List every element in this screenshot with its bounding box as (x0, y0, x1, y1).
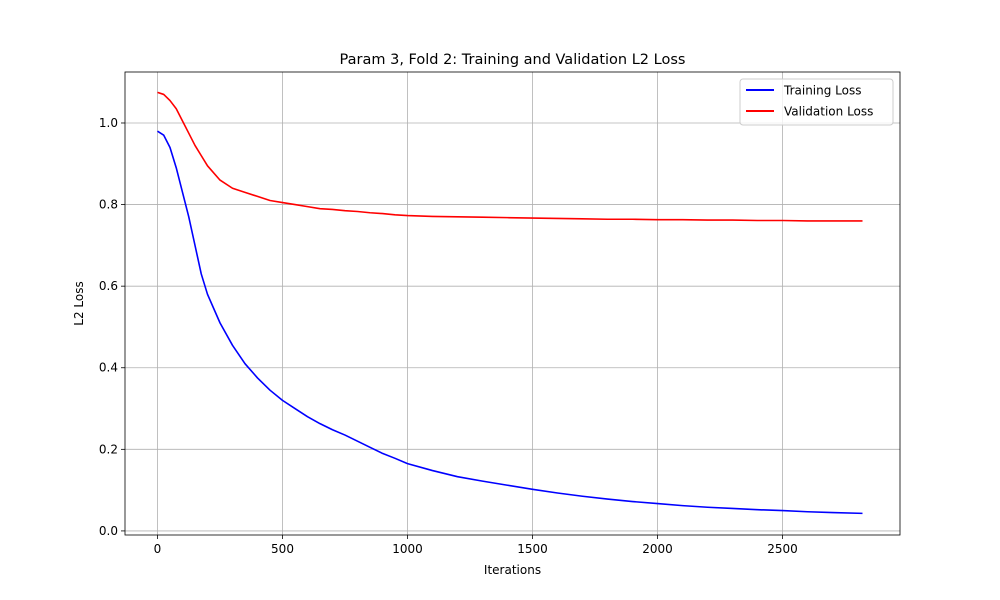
x-tick-label: 0 (154, 542, 162, 556)
y-tick-label: 1.0 (99, 116, 118, 130)
plot-area (125, 72, 900, 535)
chart-title: Param 3, Fold 2: Training and Validation… (340, 52, 686, 68)
x-tick-label: 1000 (392, 542, 423, 556)
training-loss-line (157, 130, 863, 515)
y-tick-label: 0.0 (99, 524, 118, 538)
x-axis-ticks: 0 500 1000 1500 2000 2500 (154, 535, 798, 556)
x-tick-label: 500 (271, 542, 294, 556)
legend: Training Loss Validation Loss (739, 78, 894, 126)
legend-box (739, 78, 894, 126)
y-axis-title: L2 Loss (72, 281, 86, 325)
y-tick-label: 0.6 (99, 279, 118, 293)
plot-frame (124, 71, 901, 536)
x-axis-title: Iterations (484, 563, 541, 577)
y-tick-label: 0.8 (99, 198, 118, 212)
validation-loss-line (157, 91, 863, 222)
legend-label-training: Training Loss (783, 84, 861, 98)
y-axis-ticks: 0.0 0.2 0.4 0.6 0.8 1.0 (99, 116, 125, 538)
x-tick-label: 2500 (767, 542, 798, 556)
y-tick-label: 0.4 (99, 361, 118, 375)
x-tick-label: 2000 (642, 542, 673, 556)
legend-label-validation: Validation Loss (784, 105, 873, 119)
x-tick-label: 1500 (517, 542, 548, 556)
grid (125, 72, 900, 535)
y-tick-label: 0.2 (99, 442, 118, 456)
series-layer (157, 91, 863, 515)
